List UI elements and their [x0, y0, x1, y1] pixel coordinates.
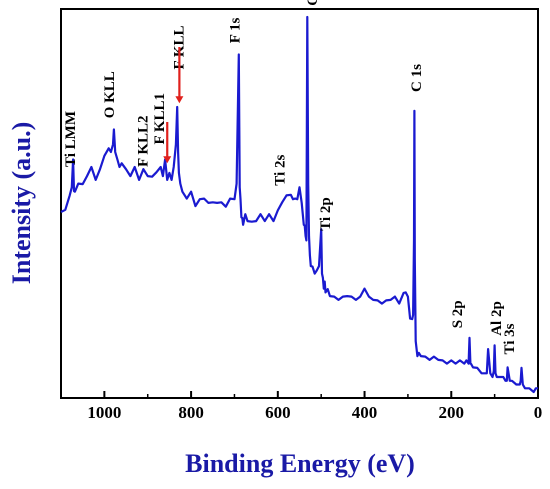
x-tick-label: 1000: [87, 403, 121, 422]
plot-frame: [60, 8, 539, 399]
peak-label: F KLL2: [136, 115, 152, 167]
x-tick-label: 400: [352, 403, 378, 422]
x-axis-title: Binding Energy (eV): [185, 449, 415, 478]
red-arrow-head: [163, 156, 172, 164]
peak-label: Ti LMM: [63, 111, 79, 167]
y-axis-title: Intensity (a.u.): [7, 122, 36, 285]
peak-label: F 1s: [228, 17, 244, 43]
peak-label: Ti 2p: [318, 197, 334, 231]
x-tick-label: 600: [265, 403, 291, 422]
spectrum-line: [60, 15, 538, 394]
peak-label: F KLL1: [152, 93, 168, 145]
peak-label: O 1s: [305, 0, 321, 6]
peak-label: Ti 3s: [502, 323, 518, 354]
x-tick-label: 200: [439, 403, 465, 422]
x-tick-label: 800: [178, 403, 204, 422]
red-arrow-head: [175, 96, 184, 104]
peak-label: O KLL: [102, 71, 118, 118]
peak-label: C 1s: [409, 64, 425, 92]
x-tick-label: 0: [534, 403, 543, 422]
x-axis-ticks: 1000 800 600 400 200 0: [60, 391, 543, 422]
spectrum-layer: [60, 15, 538, 394]
peak-label: Ti 2s: [272, 155, 288, 186]
peak-label: S 2p: [450, 300, 466, 328]
peak-label: Al 2p: [489, 301, 505, 336]
